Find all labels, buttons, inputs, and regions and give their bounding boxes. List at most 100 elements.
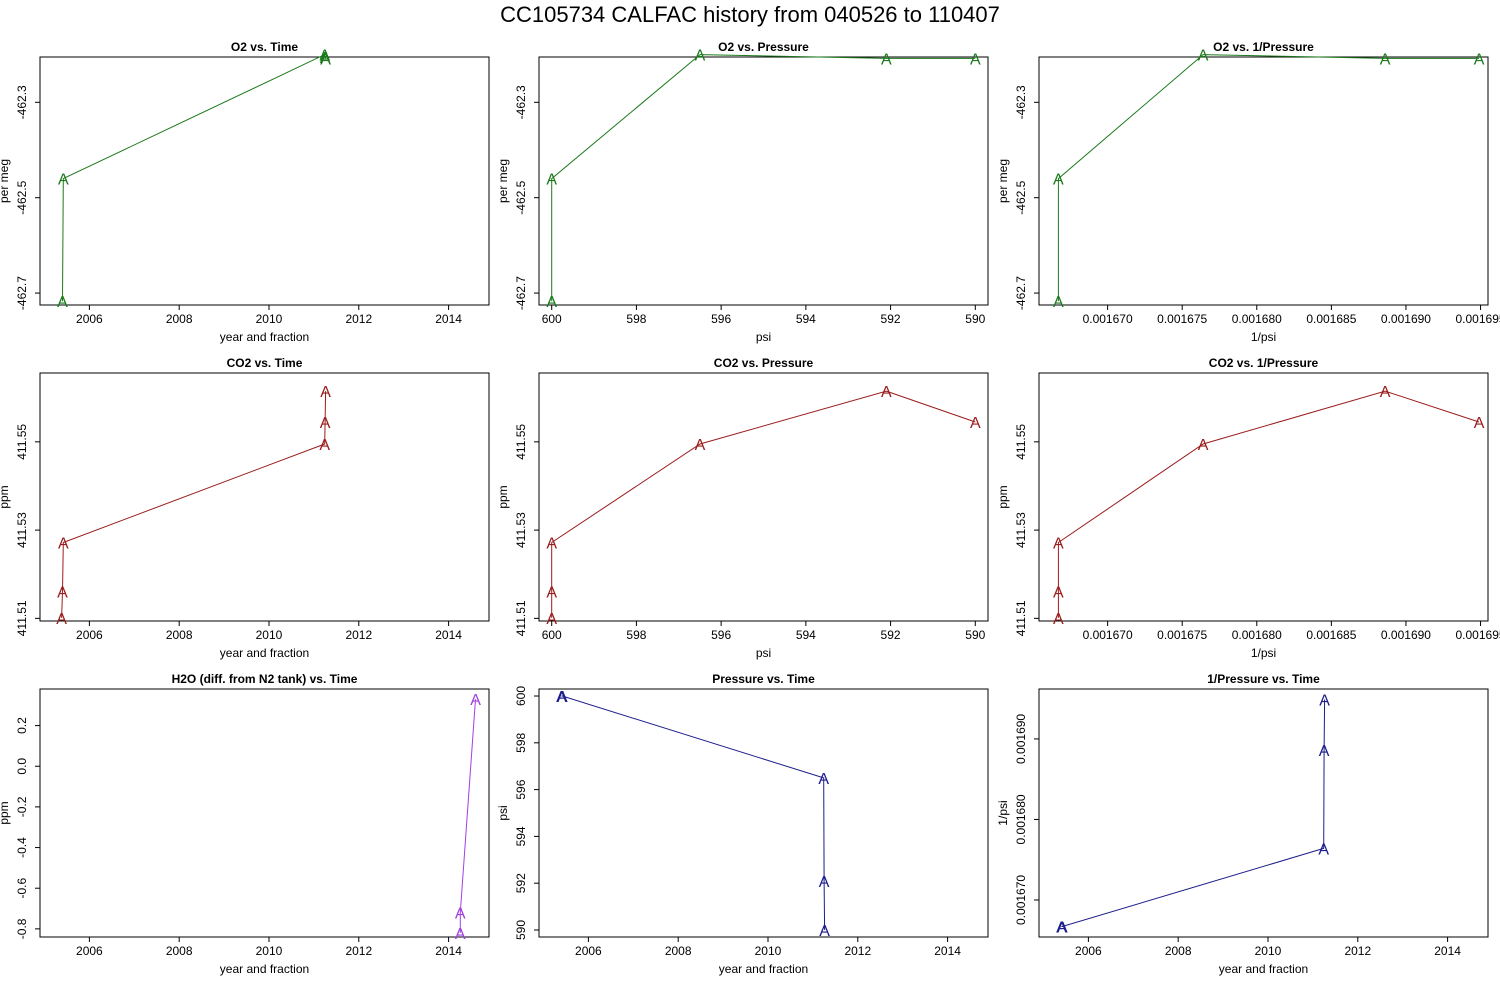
x-tick-label: 2014: [435, 312, 462, 326]
x-tick-label: 592: [881, 312, 901, 326]
series-line: [551, 54, 976, 302]
data-point: A: [695, 437, 706, 454]
x-axis-label: year and fraction: [719, 962, 808, 976]
x-tick-label: 2014: [435, 944, 462, 958]
x-axis-label: year and fraction: [220, 330, 309, 344]
data-point: A: [1053, 172, 1064, 189]
y-tick-label: -462.7: [1014, 276, 1028, 310]
data-point: A: [1319, 743, 1330, 760]
panel-1: O2 vs. Time 2006 2008 2010 2012 2014 -462.7 -46…: [0, 40, 490, 344]
x-tick-label: 0.001675: [1157, 312, 1207, 326]
data-point: A: [819, 874, 830, 891]
series-line: [459, 699, 476, 933]
x-tick-label: 2008: [166, 312, 193, 326]
y-tick-label: -462.5: [514, 180, 528, 214]
x-tick-label: 2012: [345, 944, 372, 958]
x-tick-label: 0.001695: [1456, 312, 1500, 326]
x-tick-label: 594: [796, 628, 816, 642]
data-point: A: [1056, 920, 1067, 937]
y-tick-label: 0.0: [15, 758, 29, 775]
y-tick-label: 411.51: [15, 600, 29, 636]
x-tick-label: 600: [542, 628, 562, 642]
x-tick-label: 596: [711, 628, 731, 642]
y-tick-label: 0.001670: [1014, 875, 1028, 925]
panel-title: CO2 vs. Pressure: [714, 356, 814, 370]
y-axis-label: per meg: [0, 159, 11, 203]
x-tick-label: 2012: [844, 944, 871, 958]
y-axis-label: per meg: [496, 159, 510, 203]
y-tick-label: -0.2: [15, 796, 29, 817]
plot-frame: [39, 56, 490, 306]
data-point: A: [546, 611, 557, 628]
x-tick-label: 600: [542, 312, 562, 326]
data-point: A: [320, 50, 331, 67]
panel-2: O2 vs. Pressure 600 598 596 594 592 590 -462.7 -…: [496, 40, 989, 344]
y-tick-label: -462.5: [1014, 180, 1028, 214]
data-point: A: [319, 48, 330, 65]
x-axis-label: year and fraction: [220, 646, 309, 660]
data-point: A: [819, 923, 830, 940]
data-point: A: [1319, 692, 1330, 709]
plot-frame: [39, 688, 490, 938]
y-tick-label: -462.3: [1014, 85, 1028, 119]
series-line: [1057, 390, 1480, 618]
x-tick-label: 0.001685: [1306, 628, 1356, 642]
data-point: A: [56, 611, 67, 628]
x-tick-label: 2008: [665, 944, 692, 958]
plot-frame: [538, 688, 989, 938]
data-point: A: [1053, 294, 1064, 311]
data-point: A: [470, 692, 481, 709]
data-point: A: [320, 384, 331, 401]
y-tick-label: 411.55: [15, 424, 29, 460]
data-point: A: [1057, 920, 1068, 937]
y-tick-label: 0.2: [15, 717, 29, 734]
x-axis-label: 1/psi: [1251, 646, 1276, 660]
data-point: A: [546, 172, 557, 189]
data-point: A: [557, 689, 568, 706]
x-tick-label: 0.001670: [1083, 628, 1133, 642]
panel-title: H2O (diff. from N2 tank) vs. Time: [172, 672, 358, 686]
y-tick-label: 411.55: [514, 424, 528, 460]
y-axis-label: 1/psi: [996, 800, 1010, 825]
y-tick-label: 411.55: [1014, 424, 1028, 460]
x-axis-label: psi: [756, 330, 771, 344]
x-tick-label: 2010: [1255, 944, 1282, 958]
y-axis-label: per meg: [996, 159, 1010, 203]
y-tick-label: 594: [514, 826, 528, 846]
y-tick-label: 596: [514, 779, 528, 799]
y-tick-label: 411.53: [15, 512, 29, 548]
y-tick-label: 600: [514, 686, 528, 706]
x-tick-label: 592: [881, 628, 901, 642]
series-line: [561, 695, 826, 931]
panel-9: 1/Pressure vs. Time 2006 2008 2010 2012 2014 0…: [996, 672, 1489, 976]
y-tick-label: 0.001690: [1014, 714, 1028, 764]
data-point: A: [546, 584, 557, 601]
x-tick-label: 0.001680: [1232, 312, 1282, 326]
y-tick-label: -0.6: [15, 878, 29, 899]
x-tick-label: 2014: [1434, 944, 1461, 958]
x-axis-label: year and fraction: [1219, 962, 1308, 976]
data-point: A: [695, 48, 706, 65]
chart-panels: O2 vs. Time 2006 2008 2010 2012 2014 -462.7 -46…: [0, 40, 1500, 976]
y-tick-label: 411.53: [1014, 512, 1028, 548]
panel-3: O2 vs. 1/Pressure 0.001670 0.001675 0.00168…: [996, 40, 1500, 344]
x-tick-label: 2010: [755, 944, 782, 958]
y-tick-label: 411.51: [514, 600, 528, 636]
y-axis-label: psi: [496, 805, 510, 820]
x-tick-label: 2010: [256, 628, 283, 642]
figure-title: CC105734 CALFAC history from 040526 to 1…: [500, 2, 1000, 27]
data-point: A: [1053, 611, 1064, 628]
x-tick-label: 596: [711, 312, 731, 326]
x-tick-label: 2010: [256, 944, 283, 958]
plot-frame: [538, 56, 989, 306]
y-tick-label: -462.7: [15, 276, 29, 310]
data-point: A: [1380, 384, 1391, 401]
data-point: A: [1198, 48, 1209, 65]
data-point: A: [1474, 51, 1485, 68]
x-tick-label: 598: [626, 312, 646, 326]
data-point: A: [1380, 51, 1391, 68]
panel-7: H2O (diff. from N2 tank) vs. Time 2006 200…: [0, 672, 490, 976]
x-tick-label: 2006: [76, 628, 103, 642]
data-point: A: [818, 771, 829, 788]
x-tick-label: 2012: [345, 628, 372, 642]
